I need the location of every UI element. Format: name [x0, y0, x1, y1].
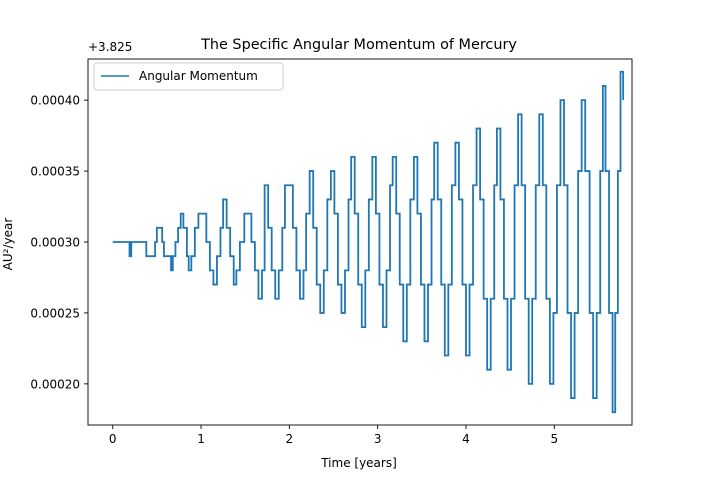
- y-tick-label: 0.00035: [30, 165, 80, 179]
- x-tick-label: 3: [374, 432, 382, 446]
- y-tick-label: 0.00020: [30, 377, 80, 391]
- legend: Angular Momentum: [93, 62, 284, 91]
- x-tick-label: 1: [197, 432, 205, 446]
- legend-frame: [93, 62, 284, 91]
- x-axis-label: Time [years]: [320, 456, 397, 470]
- y-tick-label: 0.00030: [30, 236, 80, 250]
- y-offset-label: +3.825: [88, 40, 132, 54]
- x-tick-label: 0: [109, 432, 117, 446]
- y-axis-label: AU²/year: [1, 218, 15, 271]
- y-tick-label: 0.00040: [30, 94, 80, 108]
- x-tick-label: 2: [286, 432, 294, 446]
- series-line-0: [112, 70, 625, 414]
- chart-title: The Specific Angular Momentum of Mercury: [200, 37, 517, 53]
- legend-entry-label: Angular Momentum: [139, 69, 258, 83]
- y-tick-label: 0.00025: [30, 306, 80, 320]
- x-tick-label: 4: [462, 432, 470, 446]
- x-tick-label: 5: [550, 432, 558, 446]
- plot-area: 0 1 2 3 4 5 0.00020 0.00025 0.00030 0.00035 0.0004…: [30, 58, 633, 446]
